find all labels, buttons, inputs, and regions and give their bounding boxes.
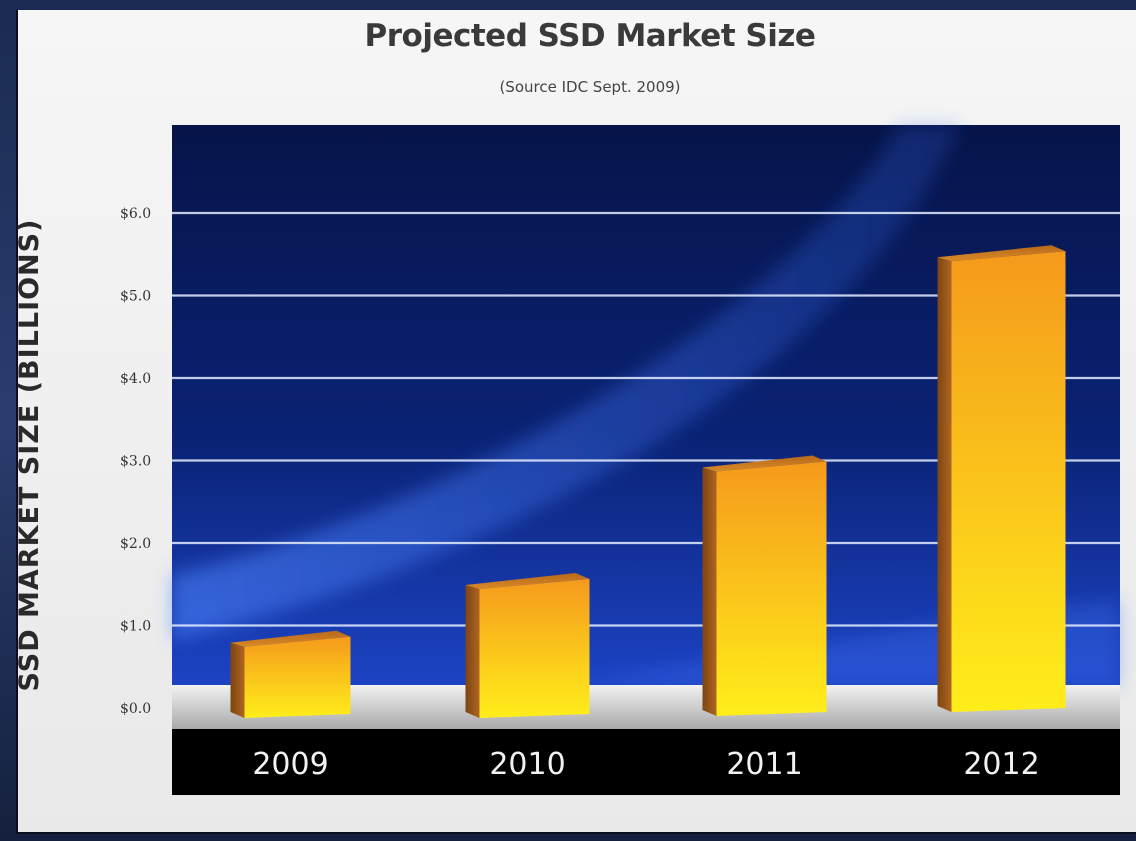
y-tick-label: $6.0 [120,206,151,222]
y-tick-label: $3.0 [120,454,151,470]
x-tick-labels: 2009 2010 2011 2012 [252,747,1039,782]
bar-top [230,630,351,647]
y-tick-label: $0.0 [120,701,151,717]
bar-side [230,642,245,718]
bar-2012 [937,245,1066,712]
chart-subtitle: (Source IDC Sept. 2009) [499,78,681,96]
bar-top [937,245,1066,262]
bar-front [716,461,827,716]
y-tick-labels: $0.0 $1.0 $2.0 $3.0 $4.0 $5.0 $6.0 [120,206,151,717]
x-tick-label: 2009 [252,747,328,782]
bar-side [937,257,952,712]
bar-top [465,572,590,589]
chart-title: Projected SSD Market Size [364,18,816,54]
bar-side [702,467,717,716]
category-band [172,729,1120,795]
bar-2009 [230,630,351,718]
y-tick-label: $4.0 [120,371,151,387]
x-tick-label: 2011 [726,747,802,782]
x-tick-label: 2010 [489,747,565,782]
bar-front [244,636,351,718]
bar-front [479,578,590,718]
x-tick-label: 2012 [963,747,1039,782]
bar-top [702,455,827,472]
bars [230,245,1066,718]
y-tick-label: $1.0 [120,619,151,635]
bar-2011 [702,455,827,716]
bar-front [951,251,1066,712]
bar-2010 [465,572,590,718]
y-tick-label: $2.0 [120,536,151,552]
y-tick-label: $5.0 [120,289,151,305]
bar-side [465,584,480,718]
plot-glow-swoosh [172,125,960,640]
